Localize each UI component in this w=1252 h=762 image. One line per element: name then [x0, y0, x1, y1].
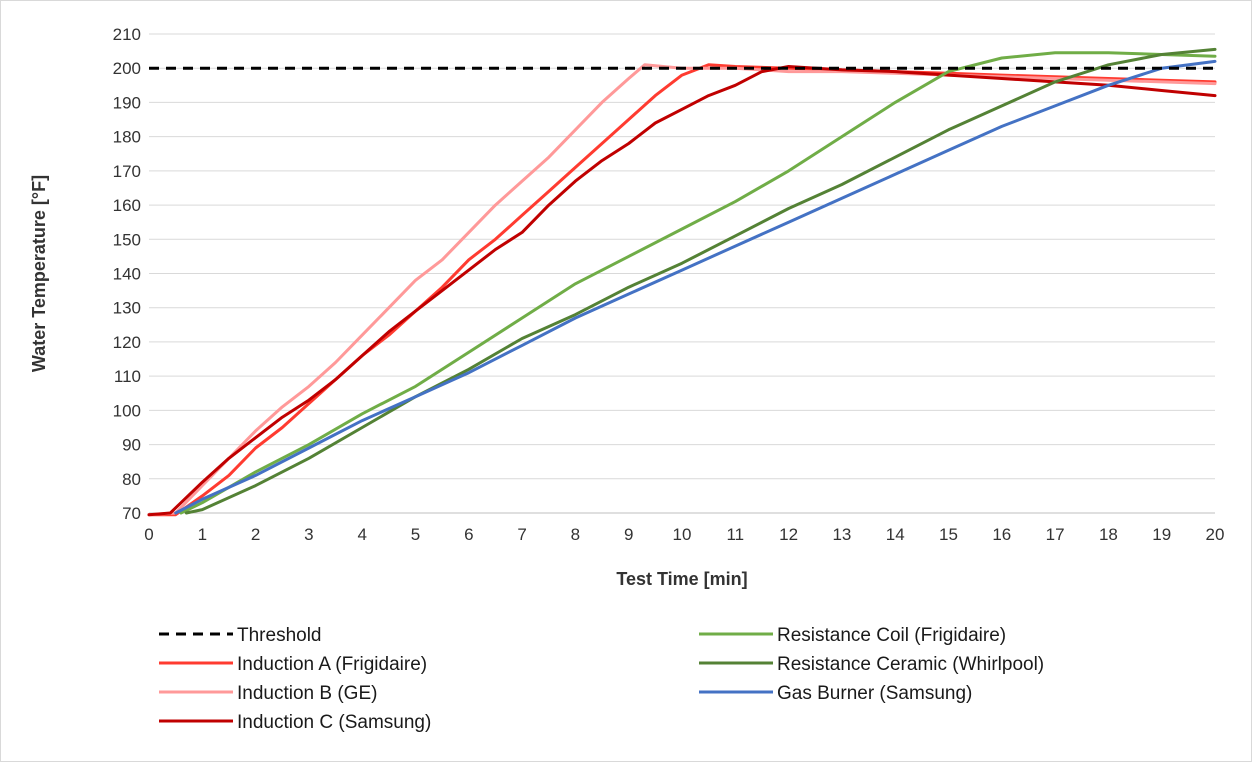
y-tick-label: 90 [122, 436, 141, 455]
x-axis-title: Test Time [min] [616, 569, 747, 589]
y-tick-label: 110 [114, 367, 141, 386]
y-tick-label: 130 [113, 299, 141, 318]
y-tick-label: 170 [113, 162, 141, 181]
x-tick-label: 18 [1099, 525, 1118, 544]
x-tick-label: 0 [144, 525, 153, 544]
y-tick-label: 150 [113, 230, 141, 249]
legend-label: Induction B (GE) [237, 683, 377, 704]
legend-label: Induction C (Samsung) [237, 712, 431, 733]
y-tick-label: 180 [113, 128, 141, 147]
y-tick-label: 80 [122, 470, 141, 489]
x-tick-label: 6 [464, 525, 473, 544]
x-tick-label: 10 [673, 525, 692, 544]
legend-label: Induction A (Frigidaire) [237, 654, 427, 675]
series-line-3 [147, 65, 1217, 517]
x-tick-label: 3 [304, 525, 313, 544]
x-tick-label: 13 [832, 525, 851, 544]
series-line-6 [174, 59, 1217, 515]
y-tick-label: 140 [113, 265, 141, 284]
x-tick-label: 8 [571, 525, 580, 544]
legend-label: Threshold [237, 625, 322, 646]
x-tick-label: 16 [992, 525, 1011, 544]
y-tick-label: 200 [113, 59, 141, 78]
series-line-4 [179, 51, 1217, 515]
y-tick-label: 70 [122, 504, 141, 523]
x-tick-label: 15 [939, 525, 958, 544]
y-tick-label: 120 [113, 333, 141, 352]
x-tick-label: 11 [726, 525, 744, 544]
y-tick-label: 100 [113, 401, 141, 420]
x-tick-label: 14 [886, 525, 905, 544]
x-tick-label: 12 [779, 525, 798, 544]
legend-label: Resistance Coil (Frigidaire) [777, 625, 1006, 646]
series-line-5 [184, 47, 1217, 515]
x-tick-label: 20 [1206, 525, 1225, 544]
series-layer [147, 47, 1217, 517]
legend-label: Gas Burner (Samsung) [777, 683, 972, 704]
y-tick-label: 210 [113, 25, 141, 44]
x-tick-label: 17 [1046, 525, 1065, 544]
x-tick-label: 9 [624, 525, 633, 544]
x-tick-label: 1 [198, 525, 207, 544]
x-tick-label: 5 [411, 525, 420, 544]
y-axis-title: Water Temperature [°F] [29, 175, 49, 372]
y-tick-label: 190 [113, 93, 141, 112]
legend-label: Resistance Ceramic (Whirlpool) [777, 654, 1044, 675]
legend: Threshold Induction A (Frigidaire) Inducti… [159, 625, 1044, 733]
y-tick-label: 160 [113, 196, 141, 215]
axis-layer: 7080901001101201301401501601701801902002… [113, 25, 1225, 544]
x-tick-label: 19 [1152, 525, 1171, 544]
x-tick-label: 4 [357, 525, 366, 544]
x-tick-label: 2 [251, 525, 260, 544]
x-tick-label: 7 [517, 525, 526, 544]
